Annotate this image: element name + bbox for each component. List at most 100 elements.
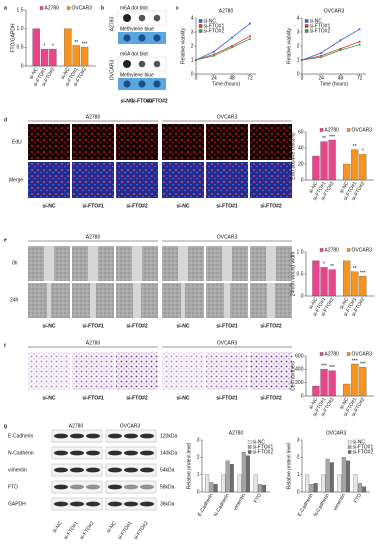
panel-letter: f xyxy=(4,343,6,349)
y-tick-label: 400 xyxy=(295,367,304,373)
bar xyxy=(32,28,40,67)
protein-label: E-Cadherin xyxy=(8,433,34,439)
edu-image xyxy=(28,124,70,160)
legend-swatch xyxy=(347,440,352,444)
y-tick-label: 0 xyxy=(301,293,304,299)
blot-cell-line: OVCAR3 xyxy=(109,60,115,81)
lane-label: si-FTO#1 xyxy=(216,323,238,329)
bar xyxy=(213,484,218,493)
bar xyxy=(353,474,358,493)
y-tick-label: 1.0 xyxy=(297,249,304,255)
bar xyxy=(312,155,320,181)
bar xyxy=(64,28,72,67)
bar xyxy=(343,260,351,297)
bar xyxy=(253,474,258,493)
size-label: 58kDa xyxy=(160,484,175,490)
blot-band xyxy=(54,501,68,507)
bar xyxy=(205,474,210,493)
transwell-image xyxy=(250,352,292,390)
blot-band xyxy=(140,484,154,490)
y-axis-label: 24h/0h wound width xyxy=(290,252,296,297)
bar xyxy=(351,271,359,297)
significance: ** xyxy=(353,266,357,272)
bar xyxy=(40,49,49,67)
x-tick-label: si-NC xyxy=(339,296,351,310)
lane-label: si-NC xyxy=(120,98,133,104)
y-axis-label: Relative viability xyxy=(286,28,292,64)
point xyxy=(301,59,303,61)
protein-label: GAPDH xyxy=(8,501,26,507)
y-tick-label: 3 xyxy=(297,29,300,35)
blot-band xyxy=(124,433,138,439)
legend-label: A2780 xyxy=(325,351,340,357)
y-tick-label: 4 xyxy=(297,15,300,21)
blot-strip xyxy=(105,480,157,494)
lane-label: si-NC xyxy=(42,395,55,401)
bar xyxy=(329,462,334,493)
blot-band xyxy=(70,484,84,490)
lane-label: si-NC xyxy=(106,520,118,534)
point xyxy=(213,50,215,53)
bar xyxy=(351,363,359,397)
lane-label: si-FTO#2 xyxy=(260,323,282,329)
transwell-image xyxy=(162,352,204,390)
y-tick-label: 2 xyxy=(197,455,200,461)
x-tick-label: si-NC xyxy=(308,396,320,410)
legend-swatch xyxy=(347,445,352,449)
point xyxy=(249,38,251,40)
x-tick-label: vimentin xyxy=(332,492,347,511)
y-tick-label: 4 xyxy=(191,15,194,21)
bar xyxy=(328,269,336,297)
x-tick-label: si-NC xyxy=(308,296,320,310)
y-tick-label: 0 xyxy=(191,71,194,77)
x-tick-label: 72 xyxy=(247,75,253,81)
legend-label: si-NC xyxy=(204,18,217,24)
edu-image xyxy=(72,124,114,160)
significance: ** xyxy=(74,40,78,46)
x-tick-label: 0 xyxy=(301,75,304,81)
blot-band xyxy=(108,433,122,439)
lane-label: si-NC xyxy=(176,395,189,401)
x-tick-label: 72 xyxy=(357,75,363,81)
bar xyxy=(359,367,367,397)
y-axis-label: FTO/GAPDH xyxy=(10,23,16,52)
legend-swatch xyxy=(198,19,203,23)
bar xyxy=(49,49,57,67)
row-label: 0h xyxy=(12,260,18,266)
bar xyxy=(328,139,336,181)
bar xyxy=(343,383,351,397)
y-tick-label: 3 xyxy=(297,437,300,443)
bar xyxy=(312,260,320,297)
blot-band xyxy=(124,450,138,456)
blot-label: Methylene blue xyxy=(120,72,154,78)
y-tick-label: 200 xyxy=(295,380,304,386)
blot-band xyxy=(108,501,122,507)
blot-dot xyxy=(153,14,161,22)
legend-label: si-FTO#1 xyxy=(253,444,274,450)
stain-dot xyxy=(138,34,146,42)
legend-label: si-FTO#1 xyxy=(204,23,225,29)
blot-band xyxy=(140,467,154,473)
x-tick-label: si-NC xyxy=(60,66,72,80)
legend-label: A2780 xyxy=(325,127,340,133)
point xyxy=(249,22,251,25)
bar xyxy=(321,474,326,493)
legend-label: si-FTO#1 xyxy=(353,444,374,450)
significance: *** xyxy=(82,42,88,48)
legend-swatch xyxy=(247,440,252,444)
lane-label: si-NC xyxy=(176,323,189,329)
transwell-image xyxy=(206,352,248,390)
blot-band xyxy=(86,484,100,490)
wound-gap xyxy=(44,246,54,281)
bar xyxy=(237,474,242,493)
legend-swatch xyxy=(66,6,71,10)
blot-dot xyxy=(123,60,131,68)
x-tick-label: si-NC xyxy=(28,66,40,80)
point xyxy=(320,52,323,54)
significance: *** xyxy=(360,271,366,277)
wound-gap xyxy=(178,246,188,281)
y-tick-label: 1.5 xyxy=(17,7,24,13)
lane-label: si-FTO#1 xyxy=(82,395,104,401)
legend-label: si-FTO#2 xyxy=(310,28,331,34)
wound-gap xyxy=(222,246,232,281)
